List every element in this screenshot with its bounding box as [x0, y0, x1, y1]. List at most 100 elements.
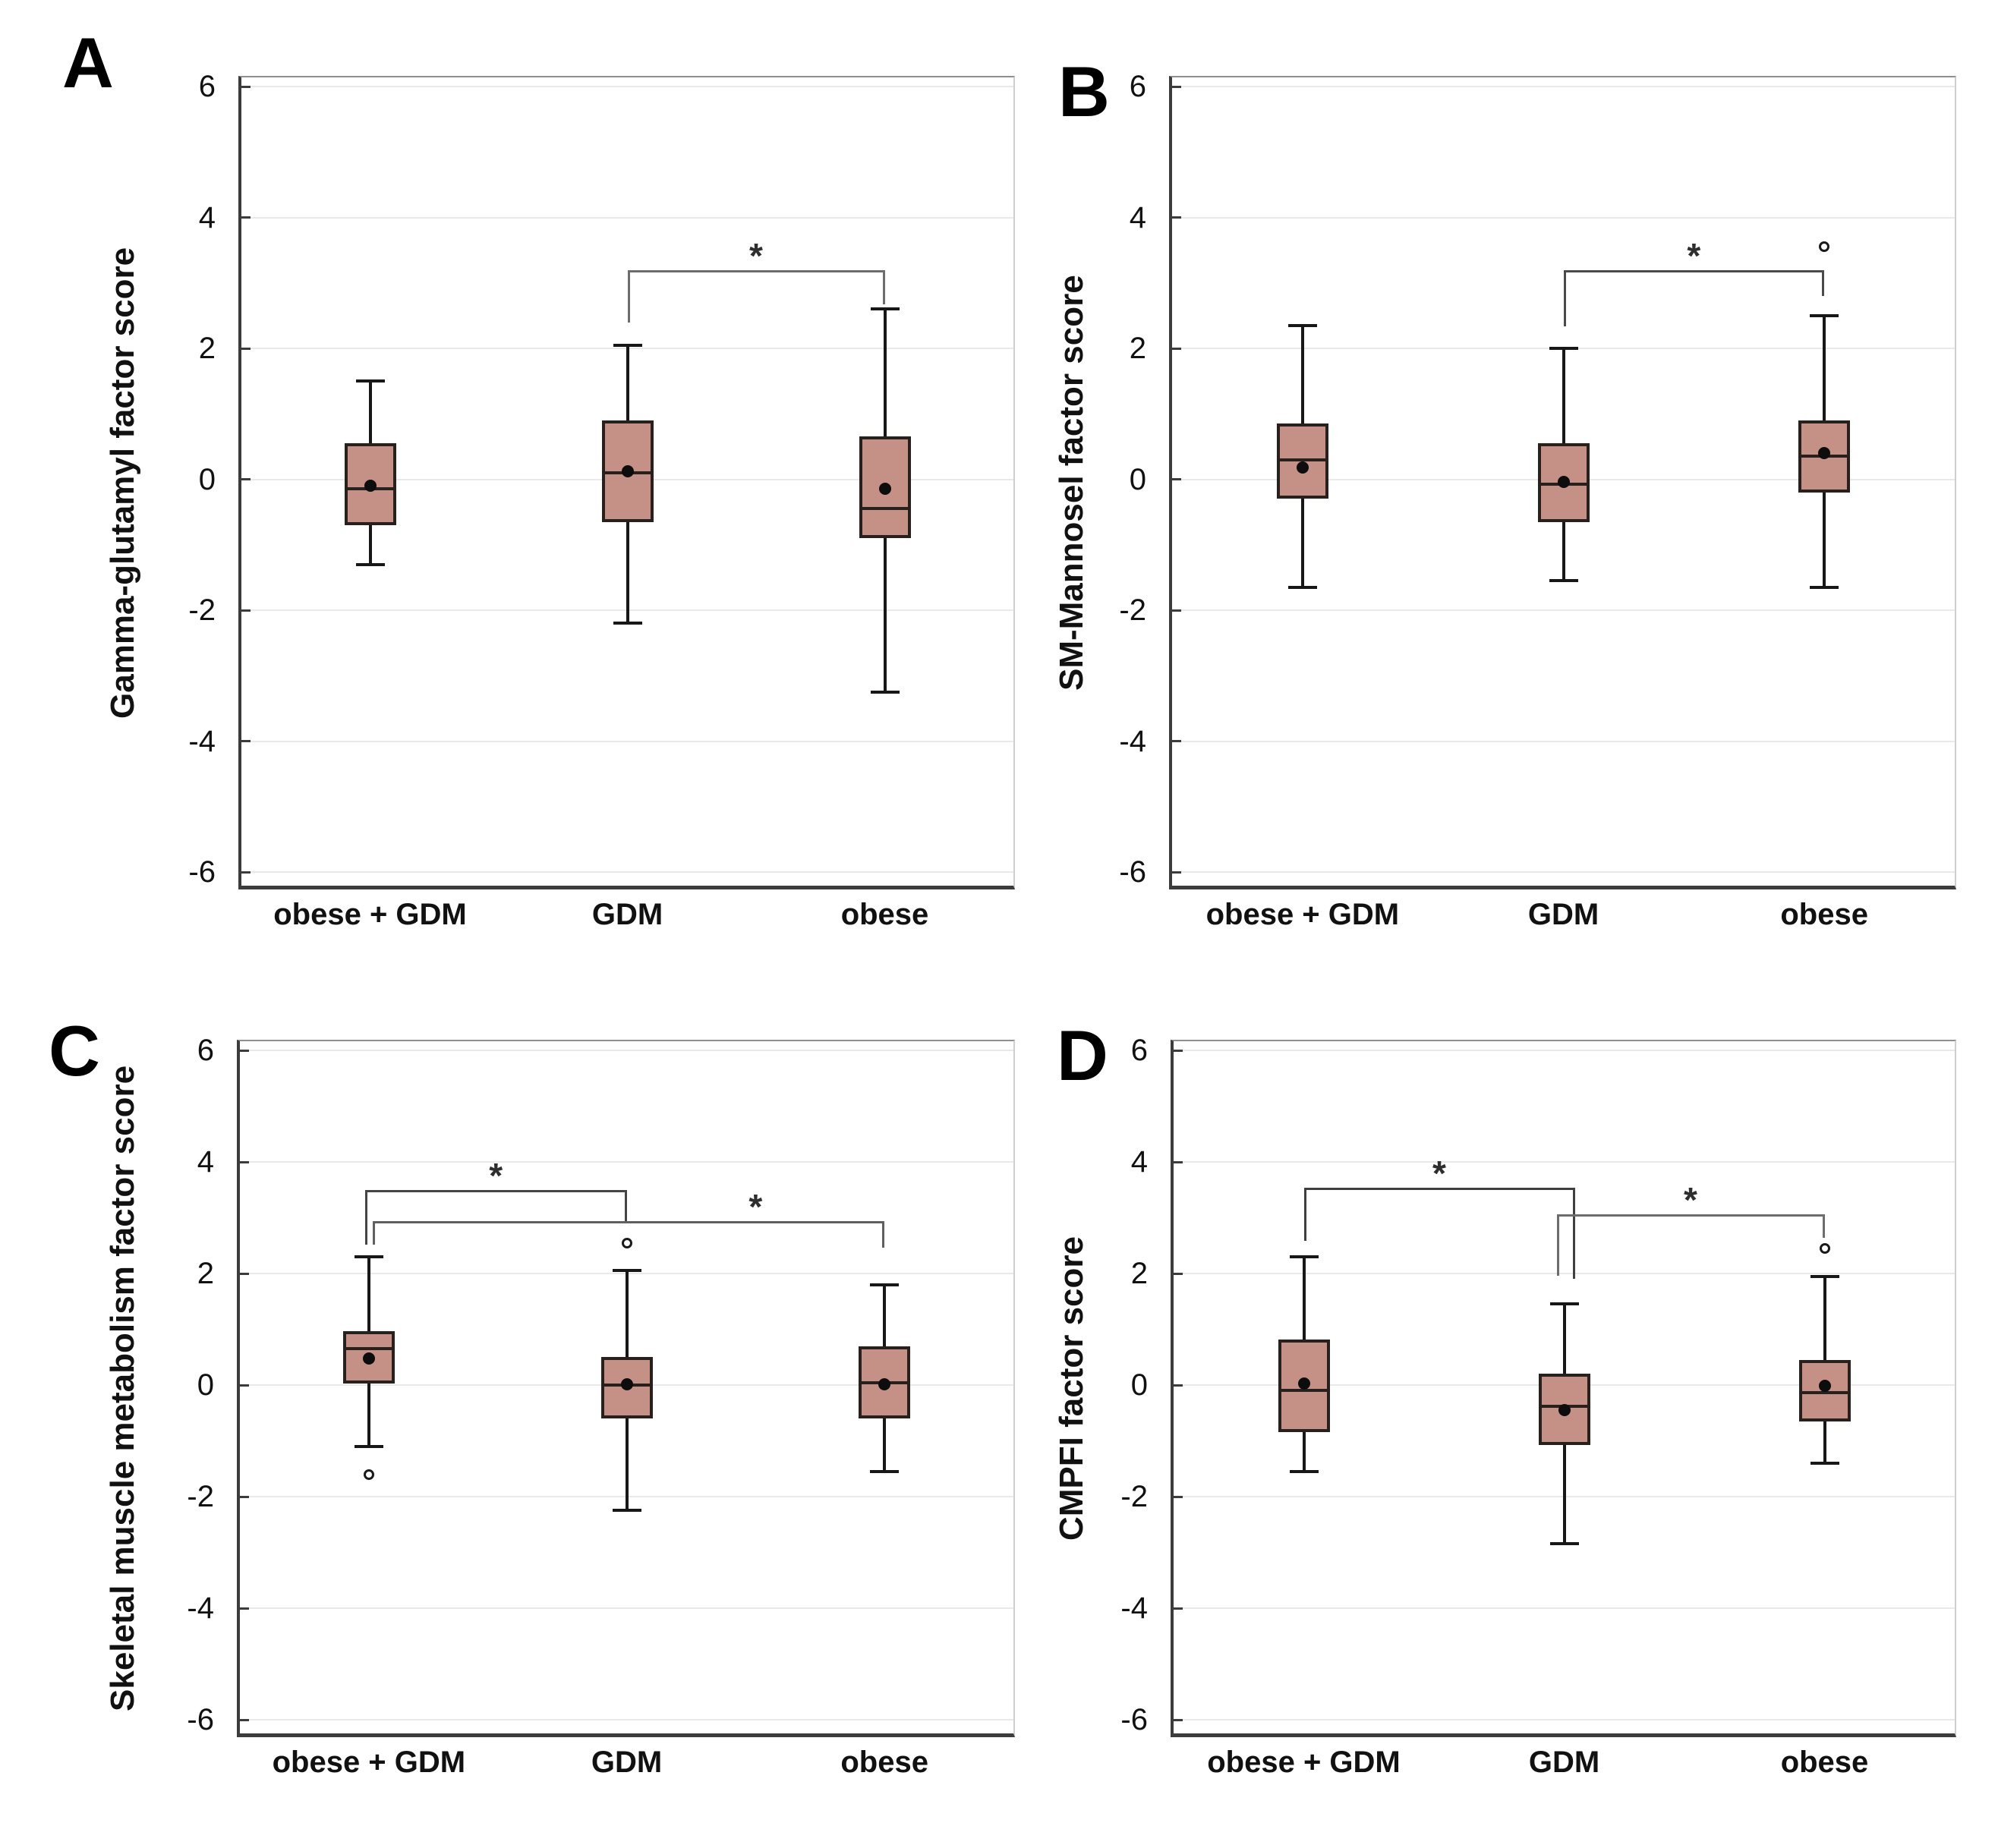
whisker-cap-high — [1810, 1274, 1839, 1278]
whisker-cap-high — [612, 1269, 641, 1273]
y-tick-label: 6 — [197, 1034, 214, 1067]
y-axis-tick — [1172, 870, 1181, 874]
x-category-label: obese + GDM — [273, 898, 467, 931]
y-axis-tick — [1172, 85, 1181, 88]
y-tick-label: -2 — [188, 593, 216, 627]
y-axis-tick — [241, 85, 251, 88]
whisker-cap-low — [1289, 1469, 1319, 1473]
x-category-label: obese — [1780, 1746, 1869, 1779]
significance-bracket-leg — [882, 269, 885, 305]
gridline — [1174, 1607, 1955, 1609]
y-tick-label: -2 — [1119, 593, 1146, 627]
whisker-cap-low — [1810, 1461, 1839, 1465]
y-tick-label: 6 — [198, 70, 216, 103]
gridline — [240, 1607, 1013, 1609]
significance-bracket-leg — [1303, 1187, 1306, 1242]
gridline — [1174, 1273, 1955, 1274]
significance-bracket-leg — [1556, 1214, 1559, 1276]
y-tick-label: -6 — [1120, 1703, 1148, 1736]
median-line — [342, 1347, 395, 1351]
y-axis-tick — [1174, 1384, 1183, 1387]
y-tick-label: 4 — [1129, 200, 1146, 235]
mean-dot — [1818, 1380, 1831, 1393]
whisker-cap-high — [354, 1255, 383, 1258]
y-tick-label: 6 — [1130, 1034, 1148, 1067]
y-axis-tick — [241, 347, 251, 350]
x-category-label: obese + GDM — [272, 1746, 466, 1779]
y-tick-label: -4 — [188, 724, 216, 758]
gridline — [240, 1050, 1013, 1051]
significance-bracket-leg — [1822, 270, 1825, 296]
y-tick-label: 4 — [197, 1145, 214, 1179]
x-category-label: GDM — [591, 898, 663, 931]
whisker-cap-high — [1289, 1255, 1319, 1258]
gridline — [1172, 609, 1955, 611]
mean-dot — [1557, 475, 1570, 488]
y-tick-label: -2 — [1120, 1480, 1148, 1513]
whisker-cap-high — [1287, 323, 1317, 327]
x-category-label: GDM — [1527, 898, 1599, 931]
significance-star: * — [1432, 1153, 1446, 1193]
y-tick-label: 0 — [1129, 462, 1146, 496]
panel-letter-B: B — [1058, 52, 1110, 131]
significance-star: * — [489, 1155, 503, 1195]
significance-star: * — [1684, 1180, 1697, 1220]
x-category-label: GDM — [591, 1746, 663, 1779]
whisker-cap-low — [613, 622, 642, 625]
y-axis-tick — [240, 1160, 249, 1163]
whisker-cap-low — [1287, 585, 1317, 589]
y-tick-label: 2 — [1130, 1257, 1148, 1290]
gridline — [241, 740, 1013, 742]
y-tick-label: 0 — [197, 1368, 214, 1402]
whisker-cap-high — [355, 379, 385, 383]
gridline — [240, 1161, 1013, 1163]
gridline — [241, 216, 1013, 219]
box — [1537, 443, 1590, 522]
plot-area-A: 6 4 2 0 -2 -4 -6 obese + GDM GDM obese * — [188, 70, 1015, 931]
mean-dot — [364, 480, 377, 493]
y-axis-tick — [241, 870, 251, 874]
x-category-label: obese — [840, 898, 929, 931]
y-tick-label: -6 — [187, 1703, 214, 1736]
y-axis-tick — [241, 740, 251, 742]
panel-letter-D: D — [1057, 1015, 1108, 1095]
gridline — [1172, 216, 1955, 219]
significance-bracket-leg — [364, 1189, 367, 1245]
significance-bracket — [372, 1220, 885, 1223]
whisker-cap-high — [1549, 1302, 1579, 1306]
significance-bracket-leg — [624, 1189, 627, 1221]
mean-dot — [1558, 1404, 1571, 1417]
x-category-label: obese — [1780, 898, 1868, 931]
gridline — [241, 86, 1013, 87]
gridline — [1172, 740, 1955, 742]
whisker-cap-high — [870, 1283, 900, 1286]
plot-area-C: 6 4 2 0 -2 -4 -6 obese + GDM GDM obese * * — [187, 1034, 1015, 1779]
y-axis-tick — [1174, 1607, 1183, 1610]
whisker-cap-high — [870, 307, 900, 311]
y-axis-tick — [1174, 1272, 1183, 1275]
gridline — [241, 871, 1013, 873]
whisker-cap-low — [870, 1469, 900, 1473]
x-category-label: GDM — [1528, 1746, 1600, 1779]
mean-dot — [878, 1377, 891, 1390]
mean-dot — [878, 483, 891, 496]
significance-star: * — [748, 1186, 763, 1226]
whisker-cap-low — [1549, 1542, 1579, 1546]
y-axis-tick — [240, 1049, 249, 1052]
significance-bracket-leg — [882, 1220, 885, 1248]
gridline — [1174, 1050, 1955, 1051]
y-axis-tick — [1172, 347, 1181, 350]
mean-dot — [1818, 447, 1831, 459]
y-tick-label: 4 — [1130, 1145, 1148, 1179]
y-tick-label: 2 — [198, 332, 216, 365]
significance-bracket — [364, 1189, 627, 1192]
significance-bracket-leg — [372, 1220, 375, 1245]
x-category-label: obese — [840, 1746, 928, 1779]
panel-letter-C: C — [49, 1011, 100, 1091]
plot-area-D: 6 4 2 0 -2 -4 -6 obese + GDM GDM obese * * — [1120, 1034, 1956, 1779]
gridline — [1174, 1161, 1955, 1163]
whisker-cap-high — [1810, 313, 1839, 317]
significance-bracket — [1556, 1214, 1825, 1217]
mean-dot — [1297, 1377, 1310, 1390]
